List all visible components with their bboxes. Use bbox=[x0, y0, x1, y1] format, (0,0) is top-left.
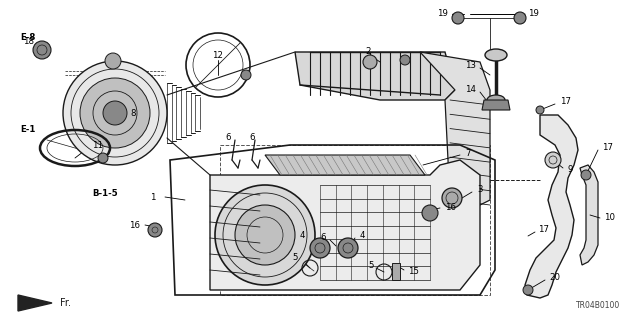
Text: 10: 10 bbox=[604, 213, 615, 222]
Text: 17: 17 bbox=[560, 98, 571, 107]
Text: 6: 6 bbox=[249, 133, 255, 143]
Circle shape bbox=[33, 41, 51, 59]
Text: E-8: E-8 bbox=[20, 33, 36, 42]
Text: 11: 11 bbox=[92, 142, 103, 151]
Text: E-1: E-1 bbox=[20, 125, 36, 135]
Circle shape bbox=[363, 55, 377, 69]
Text: 7: 7 bbox=[465, 149, 470, 158]
Text: 4: 4 bbox=[300, 231, 305, 240]
Text: 8: 8 bbox=[131, 109, 136, 118]
Ellipse shape bbox=[485, 49, 507, 61]
Text: 17: 17 bbox=[602, 144, 613, 152]
Circle shape bbox=[105, 53, 121, 69]
Polygon shape bbox=[420, 52, 490, 210]
Text: 5: 5 bbox=[292, 253, 298, 262]
Text: 16: 16 bbox=[129, 220, 140, 229]
Text: 2: 2 bbox=[365, 48, 371, 56]
Circle shape bbox=[523, 285, 533, 295]
Text: 6: 6 bbox=[321, 234, 326, 242]
Polygon shape bbox=[295, 52, 455, 100]
Circle shape bbox=[310, 238, 330, 258]
Text: 19: 19 bbox=[437, 10, 448, 19]
Text: 16: 16 bbox=[445, 203, 456, 211]
Circle shape bbox=[536, 106, 544, 114]
Circle shape bbox=[442, 188, 462, 208]
Polygon shape bbox=[265, 155, 425, 175]
Text: 15: 15 bbox=[408, 268, 419, 277]
Text: 6: 6 bbox=[225, 133, 231, 143]
Circle shape bbox=[98, 153, 108, 163]
Circle shape bbox=[581, 170, 591, 180]
Text: 4: 4 bbox=[360, 231, 365, 240]
Text: 1: 1 bbox=[150, 192, 156, 202]
Polygon shape bbox=[392, 263, 400, 280]
Circle shape bbox=[215, 185, 315, 285]
Circle shape bbox=[514, 12, 526, 24]
Circle shape bbox=[103, 101, 127, 125]
Text: 17: 17 bbox=[538, 226, 549, 234]
Text: TR04B0100: TR04B0100 bbox=[576, 301, 620, 310]
Circle shape bbox=[422, 205, 438, 221]
Circle shape bbox=[452, 12, 464, 24]
Text: 13: 13 bbox=[465, 62, 476, 70]
Circle shape bbox=[148, 223, 162, 237]
Polygon shape bbox=[580, 165, 598, 265]
Ellipse shape bbox=[487, 95, 505, 105]
Text: Fr.: Fr. bbox=[60, 298, 71, 308]
Circle shape bbox=[400, 55, 410, 65]
Polygon shape bbox=[482, 100, 510, 110]
Text: 9: 9 bbox=[568, 166, 573, 174]
Text: 14: 14 bbox=[465, 85, 476, 94]
Polygon shape bbox=[18, 295, 52, 311]
Text: 12: 12 bbox=[212, 51, 223, 61]
Circle shape bbox=[80, 78, 150, 148]
Circle shape bbox=[235, 205, 295, 265]
Circle shape bbox=[545, 152, 561, 168]
Polygon shape bbox=[210, 160, 480, 290]
Text: 18: 18 bbox=[23, 38, 34, 47]
Text: B-1-5: B-1-5 bbox=[92, 189, 118, 197]
Circle shape bbox=[241, 70, 251, 80]
Text: 5: 5 bbox=[369, 261, 374, 270]
Text: 3: 3 bbox=[477, 186, 483, 195]
Circle shape bbox=[338, 238, 358, 258]
Polygon shape bbox=[525, 115, 578, 298]
Circle shape bbox=[63, 61, 167, 165]
Text: 20: 20 bbox=[549, 273, 560, 283]
Text: 19: 19 bbox=[528, 10, 539, 19]
